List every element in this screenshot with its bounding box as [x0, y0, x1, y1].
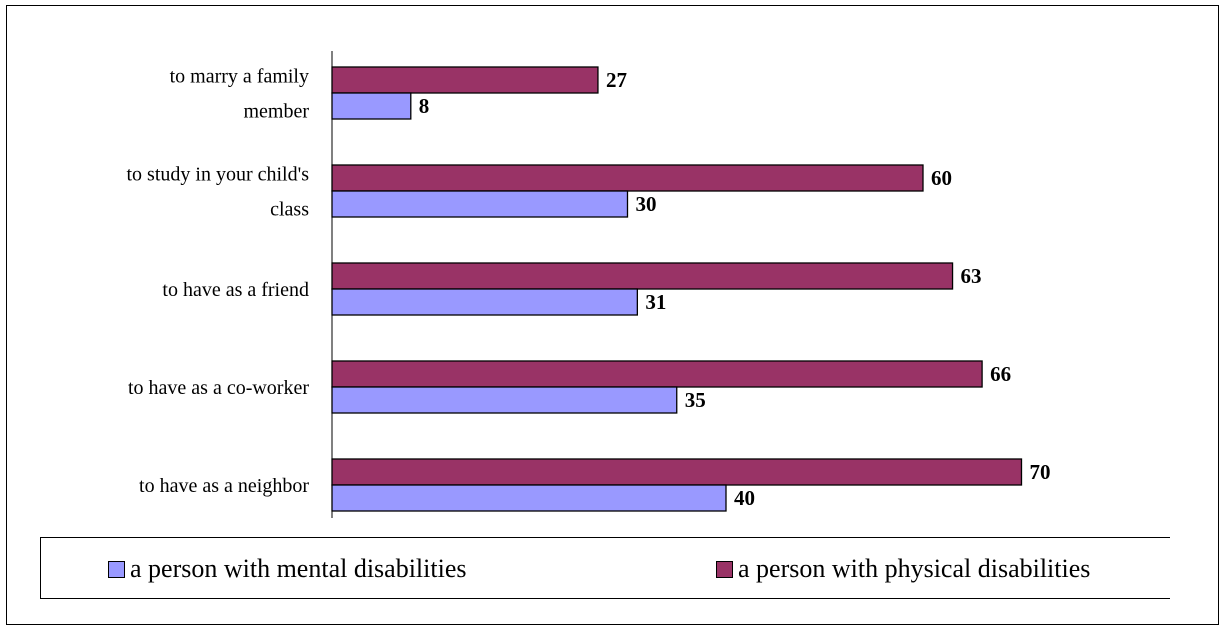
bar-mental-3: [331, 386, 678, 414]
bar-physical-2: [331, 262, 954, 290]
chart-frame: 27 8 to marry a family member 60 30 to study i…: [6, 5, 1219, 625]
chart-plot: 27 8 to marry a family member 60 30 to study i…: [127, 51, 1051, 518]
category-label-2: to have as a friend: [162, 279, 309, 301]
category-label-0-line0: to marry a family: [170, 66, 309, 88]
legend-swatch-physical: [716, 560, 733, 578]
bar-physical-1: [331, 164, 924, 192]
category-label-4: to have as a neighbor: [139, 475, 309, 497]
value-label-physical-0: 27: [606, 68, 627, 92]
legend-label-physical: a person with physical disabilities: [738, 554, 1091, 583]
bar-physical-4: [331, 458, 1023, 486]
legend-item-mental: a person with mental disabilities: [108, 554, 467, 584]
category-label-3: to have as a co-worker: [128, 377, 309, 399]
bar-mental-1: [331, 190, 629, 218]
bar-mental-4: [331, 484, 727, 512]
value-label-physical-3: 66: [990, 362, 1011, 386]
bar-physical-3: [331, 360, 983, 388]
value-label-mental-1: 30: [636, 192, 657, 216]
value-label-mental-2: 31: [645, 290, 666, 314]
bar-mental-2: [331, 288, 639, 316]
value-label-mental-0: 8: [419, 94, 430, 118]
legend-label-mental: a person with mental disabilities: [130, 554, 467, 583]
value-label-physical-2: 63: [961, 264, 982, 288]
legend-item-physical: a person with physical disabilities: [716, 554, 1090, 584]
category-label-1-line0: to study in your child's: [127, 164, 310, 186]
value-label-mental-4: 40: [734, 486, 755, 510]
value-label-physical-4: 70: [1030, 460, 1051, 484]
bar-mental-0: [331, 92, 412, 120]
category-label-1-line1: class: [270, 199, 309, 221]
category-label-0-line1: member: [243, 101, 309, 123]
legend: a person with mental disabilities a pers…: [40, 537, 1170, 599]
bar-physical-0: [331, 66, 599, 94]
value-label-physical-1: 60: [931, 166, 952, 190]
value-label-mental-3: 35: [685, 388, 706, 412]
legend-swatch-mental: [108, 560, 125, 578]
